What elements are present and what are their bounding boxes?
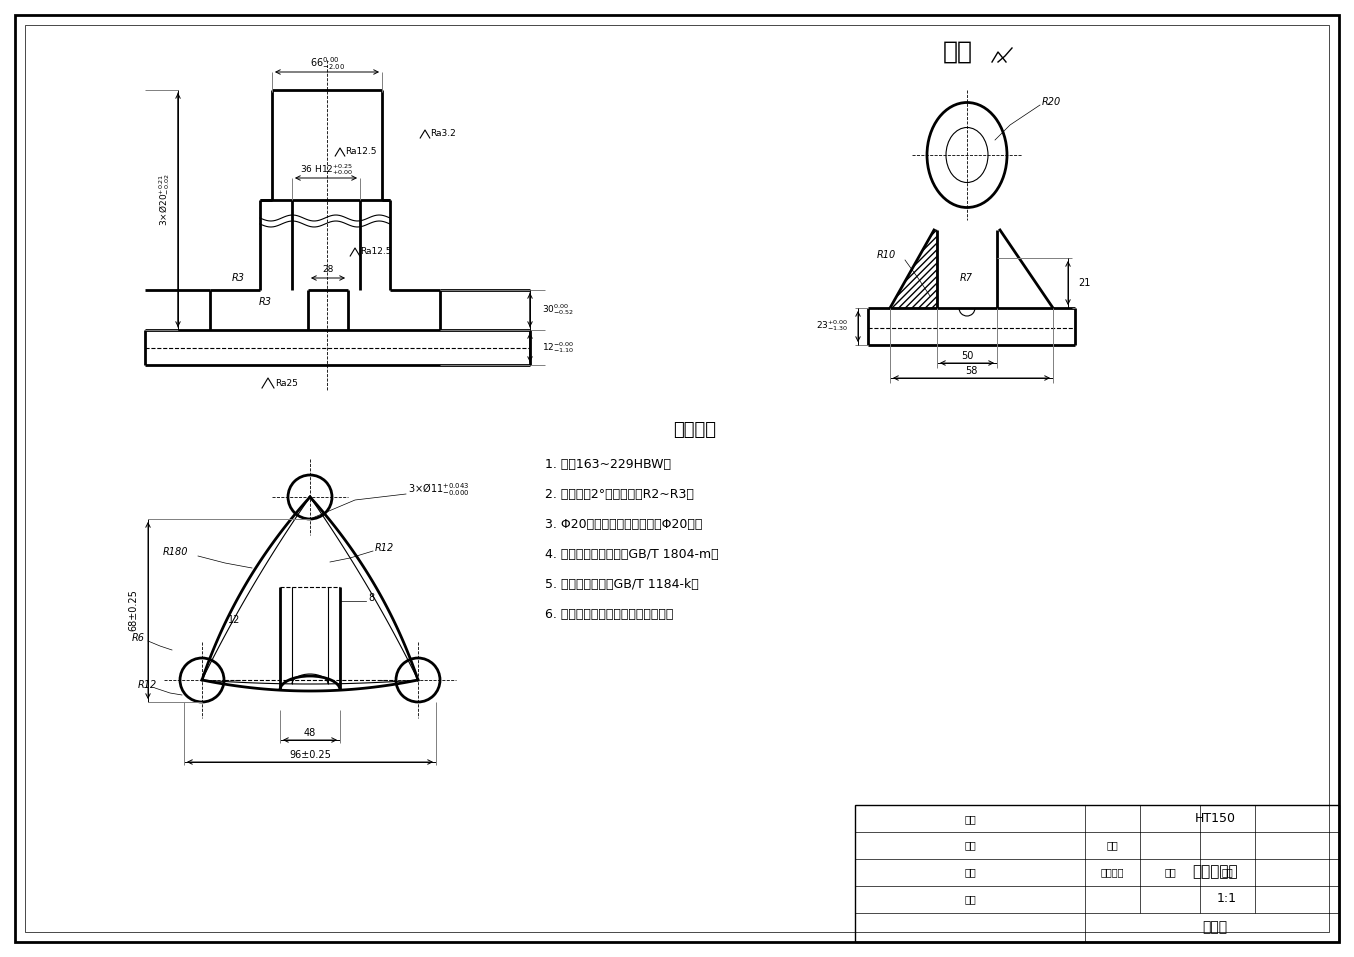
Text: R180: R180 xyxy=(162,547,188,557)
Text: 技术要求: 技术要求 xyxy=(673,421,716,439)
Text: R3: R3 xyxy=(232,273,245,283)
Text: 12: 12 xyxy=(227,615,241,625)
Text: 其余: 其余 xyxy=(942,40,974,64)
Text: 3×Ø11$^{+0.043}_{-0.000}$: 3×Ø11$^{+0.043}_{-0.000}$ xyxy=(408,481,470,499)
Text: 日期: 日期 xyxy=(964,894,976,904)
Text: 数量: 数量 xyxy=(1106,840,1118,850)
Text: 3×Ø20$^{+0.21}_{-0.02}$: 3×Ø20$^{+0.21}_{-0.02}$ xyxy=(157,174,172,226)
Text: 1. 硬度163~229HBW；: 1. 硬度163~229HBW； xyxy=(546,458,672,472)
Text: 30$^{0.00}_{-0.52}$: 30$^{0.00}_{-0.52}$ xyxy=(542,302,574,318)
Text: 4. 线性尺寸未注公差为GB/T 1804-m；: 4. 线性尺寸未注公差为GB/T 1804-m； xyxy=(546,548,719,562)
Text: R12: R12 xyxy=(375,543,394,553)
Text: 96±0.25: 96±0.25 xyxy=(288,750,330,760)
Text: 检验标记: 检验标记 xyxy=(1101,867,1124,877)
Text: 设计: 设计 xyxy=(964,814,976,824)
Text: Ra25: Ra25 xyxy=(275,379,298,388)
Text: 66$^{0.00}_{-2.00}$: 66$^{0.00}_{-2.00}$ xyxy=(310,56,344,73)
Text: HT150: HT150 xyxy=(1194,812,1235,826)
Text: Ra3.2: Ra3.2 xyxy=(431,129,456,139)
Text: 数量: 数量 xyxy=(1164,867,1175,877)
Text: 批准: 批准 xyxy=(964,867,976,877)
Text: 68±0.25: 68±0.25 xyxy=(129,590,138,632)
Text: R6: R6 xyxy=(131,633,145,643)
Text: Ra12.5: Ra12.5 xyxy=(360,248,393,256)
Text: R20: R20 xyxy=(1043,97,1062,107)
Text: R12: R12 xyxy=(138,680,157,690)
Text: 6. 未加工的外表涂以铁红纯酸底漆。: 6. 未加工的外表涂以铁红纯酸底漆。 xyxy=(546,609,673,621)
Text: 58: 58 xyxy=(965,366,978,376)
Text: 操纵杆支架: 操纵杆支架 xyxy=(1192,864,1238,879)
Bar xyxy=(854,805,1339,942)
Text: 1:1: 1:1 xyxy=(1217,893,1238,905)
Text: 28: 28 xyxy=(322,265,333,275)
Text: 8: 8 xyxy=(368,593,374,603)
Text: 23$^{+0.00}_{-1.30}$: 23$^{+0.00}_{-1.30}$ xyxy=(815,319,848,333)
Text: R10: R10 xyxy=(877,250,896,260)
Text: 21: 21 xyxy=(1078,278,1090,288)
Text: 5. 未注形位公差为GB/T 1184-k；: 5. 未注形位公差为GB/T 1184-k； xyxy=(546,578,699,591)
Text: 零件图: 零件图 xyxy=(1202,920,1228,934)
Text: 48: 48 xyxy=(303,728,315,738)
Text: R3: R3 xyxy=(259,297,272,307)
Text: 2. 铸造抽模2°，未注圆角R2~R3；: 2. 铸造抽模2°，未注圆角R2~R3； xyxy=(546,488,693,501)
Text: 3. Φ20塞规应能同时通过二个Φ20孔；: 3. Φ20塞规应能同时通过二个Φ20孔； xyxy=(546,519,703,531)
Text: Ra12.5: Ra12.5 xyxy=(345,147,378,157)
Text: 审核: 审核 xyxy=(964,840,976,850)
Text: R7: R7 xyxy=(960,273,974,283)
Text: 36 H12$^{+0.25}_{+0.00}$: 36 H12$^{+0.25}_{+0.00}$ xyxy=(301,163,353,177)
Text: 12$^{-0.00}_{-1.10}$: 12$^{-0.00}_{-1.10}$ xyxy=(542,341,574,355)
Text: 50: 50 xyxy=(961,351,974,361)
Text: 比例: 比例 xyxy=(1221,867,1233,877)
